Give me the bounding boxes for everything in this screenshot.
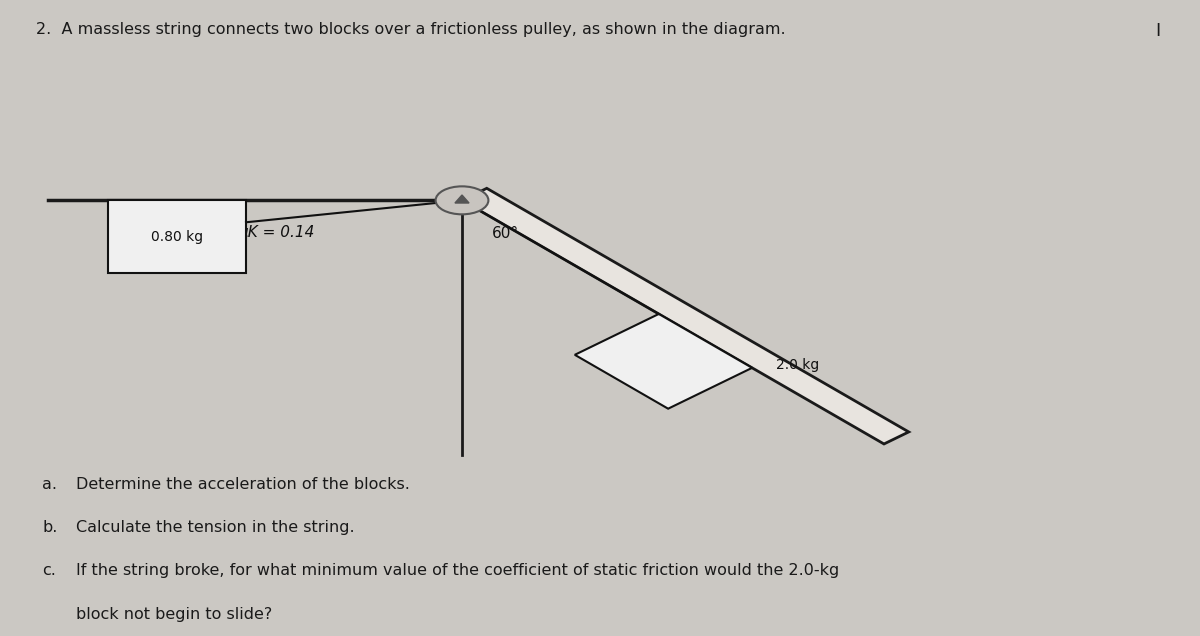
Text: μK = 0.14: μK = 0.14 — [238, 225, 314, 240]
Text: Calculate the tension in the string.: Calculate the tension in the string. — [76, 520, 354, 536]
Text: Determine the acceleration of the blocks.: Determine the acceleration of the blocks… — [76, 477, 409, 492]
Polygon shape — [575, 314, 752, 409]
Text: b.: b. — [42, 520, 58, 536]
Text: I: I — [1156, 22, 1160, 40]
Text: block not begin to slide?: block not begin to slide? — [76, 607, 272, 622]
Text: If the string broke, for what minimum value of the coefficient of static frictio: If the string broke, for what minimum va… — [76, 563, 839, 579]
Text: 2.0 kg: 2.0 kg — [776, 358, 820, 372]
Text: 0.80 kg: 0.80 kg — [151, 230, 203, 244]
Text: μK = 0.14: μK = 0.14 — [640, 349, 716, 364]
Text: a.: a. — [42, 477, 58, 492]
Circle shape — [436, 186, 488, 214]
Text: 60°: 60° — [492, 226, 520, 241]
Text: c.: c. — [42, 563, 56, 579]
Bar — [108, 200, 246, 273]
Polygon shape — [462, 188, 908, 444]
Text: 2.  A massless string connects two blocks over a frictionless pulley, as shown i: 2. A massless string connects two blocks… — [36, 22, 786, 38]
Polygon shape — [455, 195, 469, 203]
